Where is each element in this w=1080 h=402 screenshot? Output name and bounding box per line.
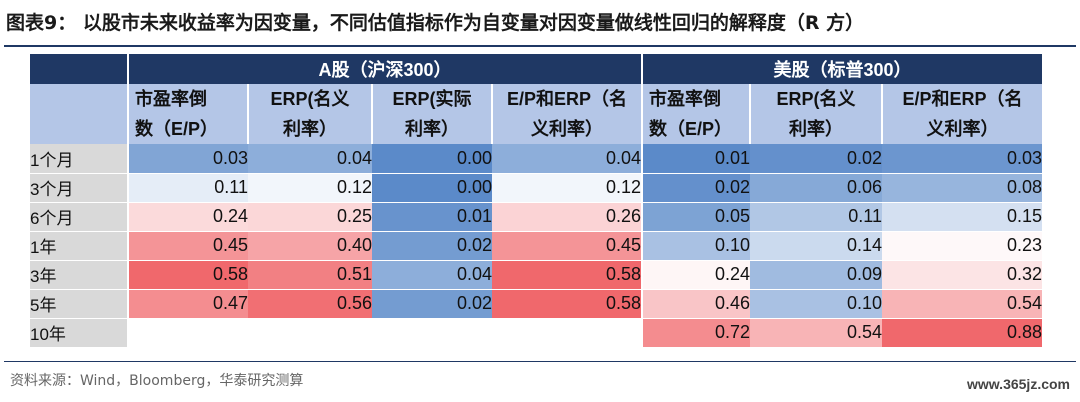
cell-a-pe: 0.24 <box>127 201 248 231</box>
cell-a-pe: 0.58 <box>127 259 248 289</box>
cell-us-pe: 0.10 <box>641 230 750 260</box>
col-header-us-erp-line2: 利率） <box>789 119 843 139</box>
col-header-us-ep-erp: E/P和ERP（名 义利率） <box>881 84 1042 144</box>
cell-us-erp: 0.54 <box>750 317 882 347</box>
cell-a-erp-real: 0.00 <box>372 144 492 173</box>
cell-a-erp-nominal: 0.56 <box>248 288 372 318</box>
table-row: 1年 0.45 0.40 0.02 0.45 0.10 0.14 0.23 <box>30 230 1042 260</box>
title-divider <box>4 45 1076 47</box>
cell-a-ep-erp: 0.26 <box>492 201 642 231</box>
table-body: 1个月 0.03 0.04 0.00 0.04 0.01 0.02 0.03 3个月 0.11 0.… <box>30 144 1042 347</box>
col-header-a-erp-real-line1: ERP(实际 <box>392 89 472 109</box>
col-header-us-ep-erp-line2: 义利率） <box>926 119 999 139</box>
cell-a-erp-real: 0.02 <box>372 288 492 318</box>
table-row: 3个月 0.11 0.12 0.00 0.12 0.02 0.06 0.08 <box>30 172 1042 202</box>
cell-us-erp: 0.09 <box>750 259 882 289</box>
col-header-a-erp-nominal-line1: ERP(名义 <box>270 89 350 109</box>
row-label: 3年 <box>30 259 128 289</box>
row-label: 1个月 <box>30 144 128 173</box>
group-header-a-share: A股（沪深300） <box>127 54 642 84</box>
col-header-us-ep-erp-line1: E/P和ERP（名 <box>902 89 1023 109</box>
cell-us-pe: 0.46 <box>641 288 750 318</box>
cell-a-erp-real: 0.01 <box>372 201 492 231</box>
cell-a-ep-erp: 0.58 <box>492 259 642 289</box>
col-header-a-erp-real: ERP(实际 利率） <box>371 84 492 144</box>
cell-us-pe: 0.01 <box>641 144 750 173</box>
cell-a-pe: 0.03 <box>127 144 248 173</box>
cell-us-erp: 0.10 <box>750 288 882 318</box>
cell-us-pe: 0.02 <box>641 172 750 202</box>
watermark: www.365jz.com <box>967 376 1070 392</box>
cell-a-ep-erp: 0.12 <box>492 172 642 202</box>
cell-a-erp-nominal <box>248 317 372 347</box>
cell-us-erp: 0.06 <box>750 172 882 202</box>
table-row: 6个月 0.24 0.25 0.01 0.26 0.05 0.11 0.15 <box>30 201 1042 231</box>
col-header-a-ep-erp: E/P和ERP（名 义利率） <box>491 84 642 144</box>
col-header-us-pe: 市盈率倒 数（E/P） <box>641 84 750 144</box>
col-header-a-ep-erp-line1: E/P和ERP（名 <box>506 89 628 109</box>
cell-us-ep-erp: 0.54 <box>882 288 1042 318</box>
cell-a-pe <box>127 317 248 347</box>
cell-a-ep-erp <box>492 317 642 347</box>
cell-us-ep-erp: 0.03 <box>882 144 1042 173</box>
header-corner <box>30 54 128 84</box>
cell-a-erp-real: 0.02 <box>372 230 492 260</box>
cell-us-ep-erp: 0.32 <box>882 259 1042 289</box>
cell-a-ep-erp: 0.04 <box>492 144 642 173</box>
row-label: 10年 <box>30 317 128 347</box>
cell-us-pe: 0.72 <box>641 317 750 347</box>
col-header-a-erp-nominal: ERP(名义 利率） <box>247 84 372 144</box>
table-row: 3年 0.58 0.51 0.04 0.58 0.24 0.09 0.32 <box>30 259 1042 289</box>
cell-a-erp-nominal: 0.25 <box>248 201 372 231</box>
col-header-us-erp: ERP(名义 利率） <box>749 84 882 144</box>
cell-a-erp-nominal: 0.04 <box>248 144 372 173</box>
cell-a-erp-real <box>372 317 492 347</box>
cell-a-ep-erp: 0.45 <box>492 230 642 260</box>
subheader-corner <box>30 84 128 144</box>
group-header-us: 美股（标普300） <box>641 54 1042 84</box>
cell-us-ep-erp: 0.15 <box>882 201 1042 231</box>
table-row: 5年 0.47 0.56 0.02 0.58 0.46 0.10 0.54 <box>30 288 1042 318</box>
col-header-a-erp-real-line2: 利率） <box>405 119 459 139</box>
cell-us-erp: 0.14 <box>750 230 882 260</box>
row-label: 5年 <box>30 288 128 318</box>
cell-us-ep-erp: 0.88 <box>882 317 1042 347</box>
cell-a-erp-real: 0.00 <box>372 172 492 202</box>
col-header-us-erp-line1: ERP(名义 <box>776 89 856 109</box>
cell-a-pe: 0.11 <box>127 172 248 202</box>
cell-a-ep-erp: 0.58 <box>492 288 642 318</box>
cell-a-erp-nominal: 0.51 <box>248 259 372 289</box>
col-header-a-erp-nominal-line2: 利率） <box>283 119 337 139</box>
cell-us-pe: 0.24 <box>641 259 750 289</box>
col-header-a-pe: 市盈率倒 数（E/P） <box>127 84 248 144</box>
cell-us-pe: 0.05 <box>641 201 750 231</box>
table-row: 1个月 0.03 0.04 0.00 0.04 0.01 0.02 0.03 <box>30 144 1042 173</box>
bottom-divider <box>4 361 1076 362</box>
cell-us-ep-erp: 0.23 <box>882 230 1042 260</box>
figure-title: 图表9： 以股市未来收益率为因变量，不同估值指标作为自变量对因变量做线性回归的解… <box>6 12 865 34</box>
cell-a-erp-nominal: 0.40 <box>248 230 372 260</box>
cell-a-erp-real: 0.04 <box>372 259 492 289</box>
col-header-a-pe-line2: 数（E/P） <box>135 119 219 139</box>
col-header-a-pe-line1: 市盈率倒 <box>135 89 207 109</box>
col-header-us-pe-line1: 市盈率倒 <box>649 89 721 109</box>
col-header-a-ep-erp-line2: 义利率） <box>531 119 603 139</box>
table-row: 10年 0.72 0.54 0.88 <box>30 317 1042 347</box>
cell-a-pe: 0.47 <box>127 288 248 318</box>
row-label: 6个月 <box>30 201 128 231</box>
regression-table: A股（沪深300） 美股（标普300） 市盈率倒 数（E/P） ERP(名义 利… <box>30 54 1042 347</box>
cell-a-erp-nominal: 0.12 <box>248 172 372 202</box>
row-label: 1年 <box>30 230 128 260</box>
cell-us-erp: 0.02 <box>750 144 882 173</box>
cell-us-erp: 0.11 <box>750 201 882 231</box>
row-label: 3个月 <box>30 172 128 202</box>
source-note: 资料来源：Wind，Bloomberg，华泰研究测算 <box>10 373 304 389</box>
col-header-us-pe-line2: 数（E/P） <box>649 119 733 139</box>
cell-a-pe: 0.45 <box>127 230 248 260</box>
cell-us-ep-erp: 0.08 <box>882 172 1042 202</box>
